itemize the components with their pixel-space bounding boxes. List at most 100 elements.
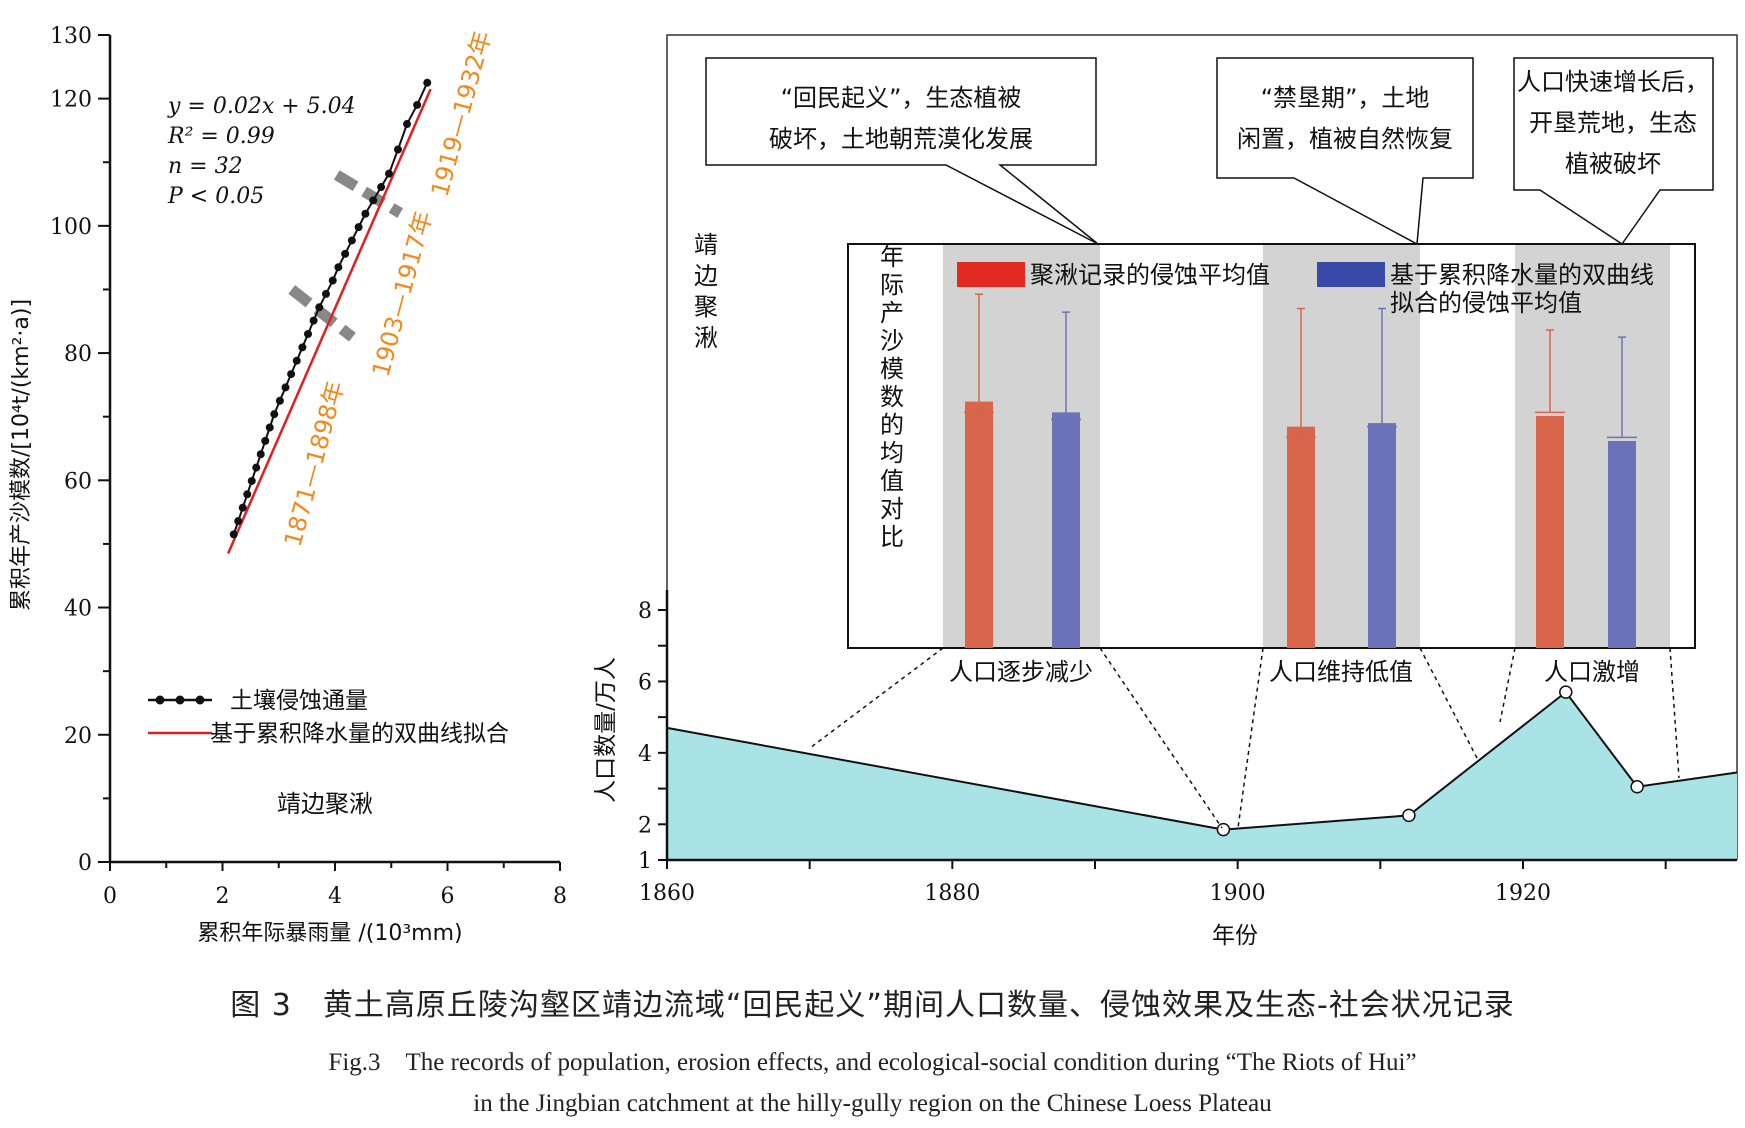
- erosion-flux-point: [377, 183, 386, 192]
- erosion-flux-point: [385, 169, 393, 178]
- legend-marker: [195, 695, 205, 705]
- left-y-tick-label: 100: [50, 215, 92, 240]
- right-y-axis-label: 人口数量/万人: [593, 657, 619, 803]
- inset-legend-swatch-blue: [1317, 262, 1385, 287]
- right-y-tick-label: 2: [638, 813, 652, 838]
- left-y-tick-label: 130: [50, 24, 92, 49]
- left-x-tick-label: 0: [103, 884, 117, 909]
- left-y-tick-label: 120: [50, 88, 92, 113]
- population-fill: [667, 692, 1737, 860]
- right-x-tick-label: 1920: [1495, 881, 1551, 906]
- erosion-flux-point: [304, 329, 312, 338]
- left-series: [226, 78, 432, 554]
- left-x-axis-label: 累积年际暴雨量 /(10³mm): [197, 921, 462, 946]
- population-point: [1216, 822, 1231, 837]
- left-x-tick-label: 8: [553, 884, 567, 909]
- period-break-mark: [288, 285, 356, 342]
- population-period-label: 人口维持低值: [1269, 658, 1413, 686]
- population-period-label: 人口逐步减少: [949, 658, 1093, 686]
- inset-legend-label: 聚湫记录的侵蚀平均值: [1030, 261, 1270, 289]
- left-legend: 土壤侵蚀通量 基于累积降水量的双曲线拟合: [148, 688, 509, 747]
- erosion-flux-point: [354, 223, 363, 232]
- left-x-tick-label: 4: [328, 884, 342, 909]
- right-y-tick-label: 4: [638, 742, 652, 767]
- population-period-label: 人口激增: [1544, 658, 1640, 686]
- left-y-tick-label: 20: [64, 724, 92, 749]
- right-x-tick-label: 1900: [1210, 881, 1266, 906]
- dashed-connector: [1419, 647, 1479, 761]
- inset-legend-label: 拟合的侵蚀平均值: [1390, 289, 1582, 317]
- population-point: [1559, 685, 1573, 699]
- erosion-flux-point: [234, 517, 243, 526]
- period-label: 1903—1917年: [367, 208, 438, 380]
- erosion-flux-point: [334, 263, 343, 272]
- erosion-flux-point: [403, 120, 411, 129]
- left-y-tick-label: 60: [64, 469, 92, 494]
- erosion-flux-point: [328, 276, 337, 285]
- inset-legend-label: 基于累积降水量的双曲线: [1390, 261, 1654, 289]
- erosion-flux-point: [322, 289, 330, 298]
- inset-legend-swatch-red: [957, 262, 1025, 287]
- erosion-flux-point: [275, 396, 284, 405]
- equation-line: y = 0.02x + 5.04: [167, 94, 356, 119]
- left-x-tick-label: 2: [216, 884, 230, 909]
- callouts: [705, 57, 1714, 829]
- right-x-tick-label: 1860: [639, 881, 695, 906]
- callout-box: [705, 57, 1099, 245]
- left-y-axis-label: 累积年产沙模数/[10⁴t/(km²·a)]: [9, 299, 34, 611]
- erosion-mean-bar: [1608, 441, 1636, 648]
- erosion-flux-point: [341, 249, 350, 258]
- annotation-line: 闲置，植被自然恢复: [1237, 125, 1453, 153]
- erosion-mean-bar: [1368, 423, 1396, 648]
- erosion-flux-point: [361, 209, 370, 218]
- erosion-mean-bar: [1052, 412, 1080, 648]
- fit-line: [226, 88, 432, 554]
- erosion-flux-point: [292, 356, 301, 365]
- right-y-tick-label: 1: [638, 849, 652, 874]
- erosion-mean-bar: [965, 401, 993, 648]
- left-y-tick-label: 0: [78, 851, 92, 876]
- legend-label-fit: 基于累积降水量的双曲线拟合: [210, 721, 509, 747]
- erosion-flux-point: [394, 145, 402, 154]
- erosion-flux-point: [315, 303, 324, 312]
- erosion-flux-point: [256, 450, 265, 459]
- equation-line: R² = 0.99: [167, 124, 275, 149]
- left-break-marks: [288, 170, 404, 342]
- annotation-line: 植被破坏: [1565, 150, 1661, 178]
- erosion-flux-point: [243, 490, 252, 499]
- erosion-flux-point: [347, 236, 356, 245]
- erosion-mean-bar: [1287, 426, 1315, 648]
- population-line: [666, 690, 1738, 831]
- left-y-tick-label: 80: [64, 342, 92, 367]
- erosion-flux-point: [238, 503, 247, 512]
- legend-marker: [175, 695, 185, 705]
- annotation-line: 人口快速增长后，: [1517, 68, 1709, 96]
- annotation-line: “禁垦期”，土地: [1261, 84, 1430, 112]
- right-texts: “回民起义”，生态植被 破坏，土地朝荒漠化发展 “禁垦期”，土地 闲置，植被自然…: [593, 68, 1709, 949]
- inset-title-vertical: 年际产沙模数的均值对比: [880, 243, 904, 551]
- period-break-mark: [333, 170, 404, 218]
- erosion-flux-point: [423, 78, 432, 87]
- caption-chinese: 图 3 黄土高原丘陵沟壑区靖边流域“回民起义”期间人口数量、侵蚀效果及生态-社会…: [230, 988, 1515, 1023]
- erosion-flux-point: [247, 476, 256, 485]
- erosion-flux-point: [287, 370, 296, 379]
- erosion-flux-point: [309, 316, 318, 325]
- erosion-flux-point: [281, 383, 290, 392]
- erosion-flux-point: [369, 196, 378, 205]
- dashed-connector: [1099, 647, 1223, 829]
- annotation-line: 开垦荒地，生态: [1529, 109, 1697, 137]
- erosion-mean-inset: [847, 243, 1696, 649]
- right-frame-border: [666, 34, 1738, 860]
- dashed-connector: [1669, 647, 1680, 779]
- equation-line: P < 0.05: [167, 184, 264, 209]
- right-ticks: 1860 1880 1900 1920 1 2 4 6 8: [638, 590, 1737, 906]
- dashed-connector: [1499, 647, 1516, 723]
- right-population-panel: 1860 1880 1900 1920 1 2 4 6 8 “回民起义”，生态植被 破坏，土地朝…: [593, 34, 1738, 949]
- population-point: [1630, 780, 1644, 794]
- caption-english-line1: Fig.3 The records of population, erosion…: [328, 1049, 1417, 1076]
- right-y-tick-label: 6: [638, 670, 652, 695]
- legend-label-points: 土壤侵蚀通量: [230, 688, 368, 714]
